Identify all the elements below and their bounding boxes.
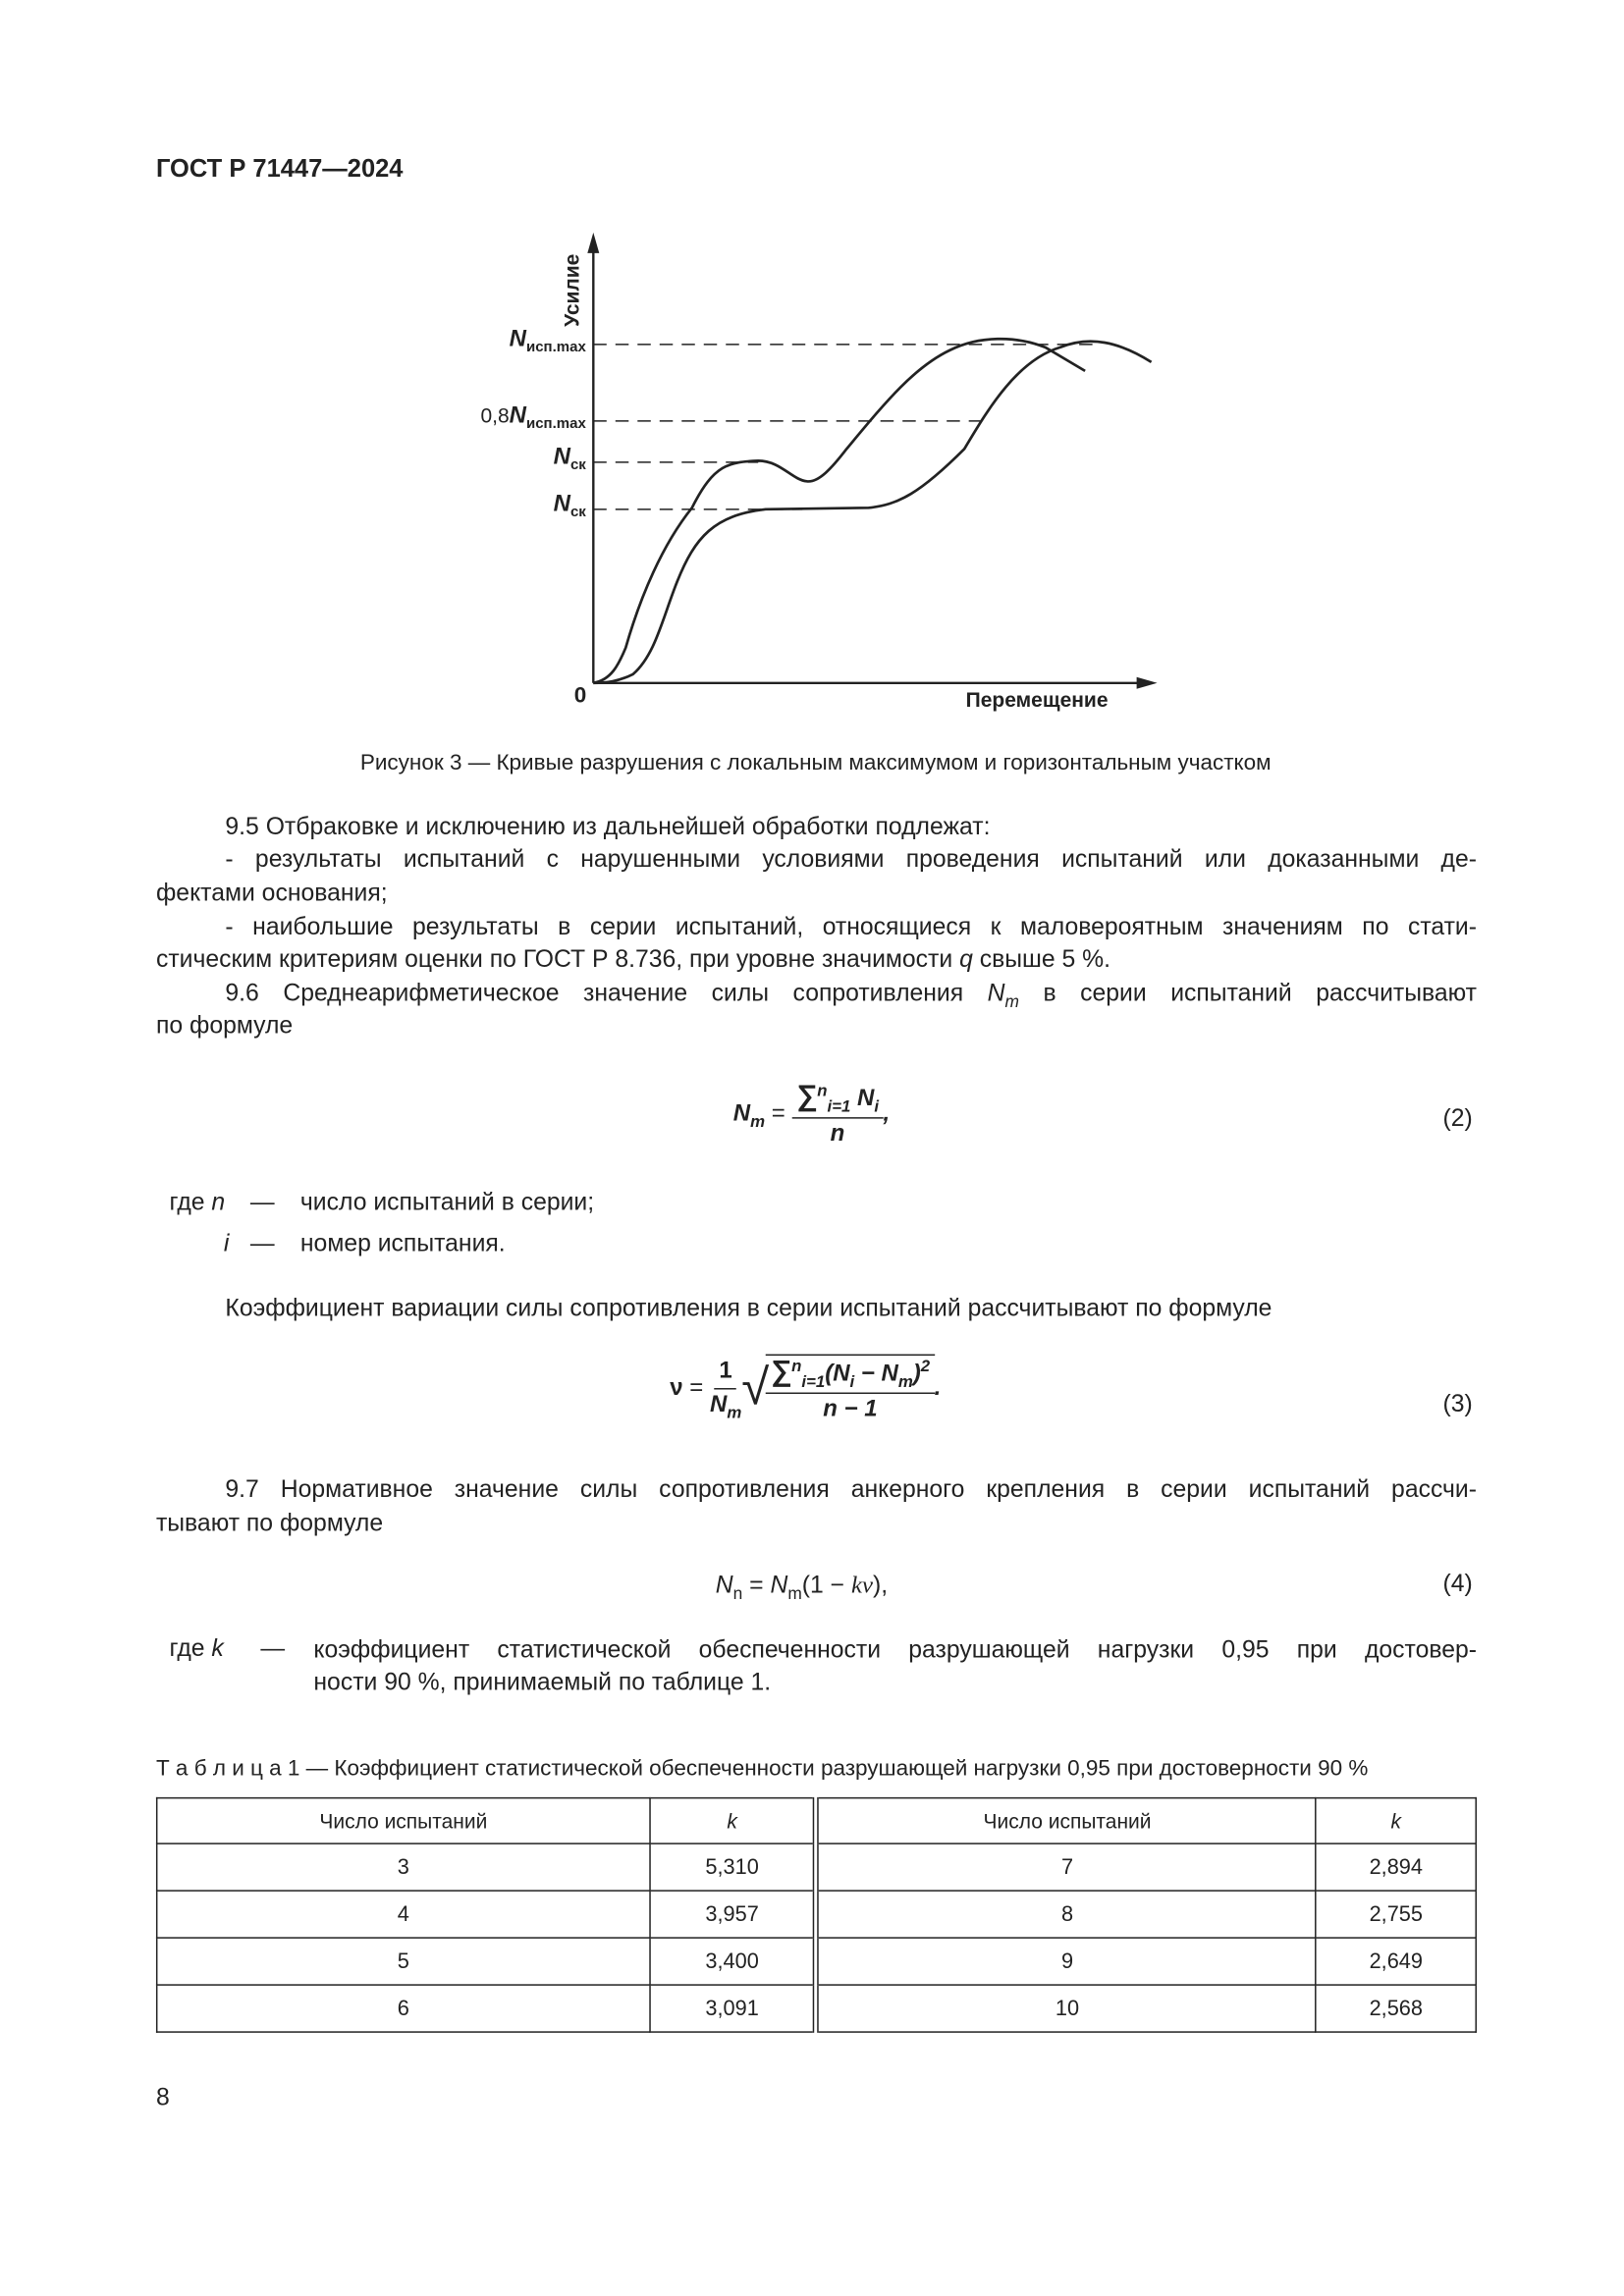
x-axis-label: Перемещение: [965, 687, 1109, 712]
table-cell: 6: [155, 1984, 651, 2033]
table-cell: 3,400: [649, 1937, 820, 1986]
equation-number-3: (3): [1442, 1391, 1473, 1418]
text-segment: в серии испытаний рассчитывают: [1018, 980, 1477, 1007]
curve-local-maximum: [593, 337, 1086, 685]
where-n-text: число испытаний в серии;: [299, 1189, 595, 1216]
where-i-symbol: i: [223, 1230, 230, 1257]
level-label: Nск: [553, 444, 586, 474]
text-segment: тывают по формуле: [155, 1510, 384, 1537]
text-segment: 9.6 Среднеарифметическое значение силы с…: [225, 980, 988, 1007]
paragraph-line: - результаты испытаний с нарушенными усл…: [225, 845, 1477, 875]
text-segment: N: [987, 980, 1005, 1007]
curve-horizontal-section: [593, 340, 1153, 685]
equation-number-4: (4): [1442, 1570, 1473, 1597]
formula-3: ν = 1 Nm √ ∑ni=1(Ni − Nm)2 n − 1.: [670, 1354, 942, 1422]
table-row: 3 5,310 7 2,894: [155, 1842, 1477, 1892]
table-cell: 10: [815, 1984, 1318, 2033]
y-axis-arrow-icon: [587, 232, 600, 253]
header-cell: Число испытаний: [815, 1796, 1318, 1844]
paragraph-line: 9.6 Среднеарифметическое значение силы с…: [225, 979, 1477, 1008]
paragraph-line: 9.7 Нормативное значение силы сопротивле…: [225, 1474, 1477, 1504]
table-cell: 2,649: [1315, 1937, 1477, 1986]
k-coefficient-table: Число испытаний k Число испытаний k 3 5,3…: [155, 1796, 1477, 2033]
paragraph-line: по формуле: [156, 1011, 293, 1041]
text-segment: q: [959, 946, 973, 974]
table-cell: 2,894: [1315, 1842, 1477, 1892]
table-cell: 2,755: [1315, 1890, 1477, 1939]
table-title: Т а б л и ц а 1 — Коэффициент статистиче…: [155, 1755, 1369, 1782]
page-number: 8: [155, 2084, 170, 2111]
table-cell: 8: [815, 1890, 1318, 1939]
level-label: Nисп.max: [509, 326, 586, 356]
where-i-text: номер испытания.: [299, 1230, 506, 1257]
where-n-symbol: где n: [169, 1189, 226, 1216]
text-segment: свыше 5 %.: [972, 946, 1111, 974]
where-k-dash: —: [260, 1634, 286, 1662]
equation-number-2: (2): [1442, 1105, 1473, 1133]
header-cell: k: [1315, 1796, 1477, 1844]
level-label: 0,8Nисп.max: [480, 402, 586, 433]
table-cell: 2,568: [1315, 1984, 1477, 2033]
table-header-row: Число испытаний k Число испытаний k: [155, 1796, 1477, 1844]
table-cell: 4: [155, 1890, 651, 1939]
where-k-text-line1: коэффициент статистической обеспеченност…: [313, 1636, 1477, 1664]
table-cell: 7: [815, 1842, 1318, 1892]
subscript: m: [1004, 993, 1019, 1009]
paragraph-line: фектами основания;: [156, 879, 388, 908]
paragraph-line: 9.5 Отбраковке и исключению из дальнейше…: [225, 813, 990, 842]
figure-3: [587, 232, 1158, 689]
table-cell: 5,310: [649, 1842, 820, 1892]
table-row: 6 3,091 10 2,568: [155, 1984, 1477, 2033]
table-row: 5 3,400 9 2,649: [155, 1937, 1477, 1986]
paragraph-line: тывают по формуле: [156, 1509, 383, 1538]
text-segment: - наибольшие результаты в серии испытани…: [225, 914, 1477, 941]
table-cell: 9: [815, 1937, 1318, 1986]
x-axis-arrow-icon: [1136, 676, 1158, 689]
paragraph-line: стическим критериям оценки по ГОСТ Р 8.7…: [156, 945, 1110, 975]
text-segment: фектами основания;: [155, 880, 388, 907]
text-segment: стическим критериям оценки по ГОСТ Р 8.7…: [155, 946, 960, 974]
paragraph-line: - наибольшие результаты в серии испытани…: [225, 913, 1477, 942]
text-segment: по формуле: [155, 1012, 294, 1040]
text-segment: 9.5 Отбраковке и исключению из дальнейше…: [225, 814, 991, 841]
header-cell: k: [649, 1796, 820, 1844]
where-k-text-line2: ности 90 %, принимаемый по таблице 1.: [313, 1669, 772, 1696]
origin-label: 0: [573, 682, 587, 709]
table-cell: 3: [155, 1842, 651, 1892]
table-cell: 3,957: [649, 1890, 820, 1939]
text-segment: - результаты испытаний с нарушенными усл…: [225, 846, 1477, 874]
document-header: ГОСТ Р 71447—2024: [155, 154, 404, 183]
formula-2: Nm = ∑ni=1 Ni n,: [732, 1080, 891, 1148]
where-k-symbol: где k: [169, 1634, 224, 1662]
where-n-dash: —: [249, 1189, 275, 1216]
figure-caption: Рисунок 3 — Кривые разрушения с локальны…: [359, 750, 1272, 776]
coef-text: Коэффициент вариации силы сопротивления …: [225, 1295, 1272, 1322]
formula-4: Nn = Nm(1 − kv),: [715, 1570, 889, 1604]
where-i-dash: —: [249, 1230, 275, 1257]
table-row: 4 3,957 8 2,755: [155, 1890, 1477, 1939]
table-cell: 5: [155, 1937, 651, 1986]
text-segment: 9.7 Нормативное значение силы сопротивле…: [225, 1475, 1477, 1503]
header-cell: Число испытаний: [155, 1796, 651, 1844]
table-cell: 3,091: [649, 1984, 820, 2033]
level-label: Nск: [553, 491, 586, 521]
y-axis-label: Усилие: [559, 253, 583, 327]
